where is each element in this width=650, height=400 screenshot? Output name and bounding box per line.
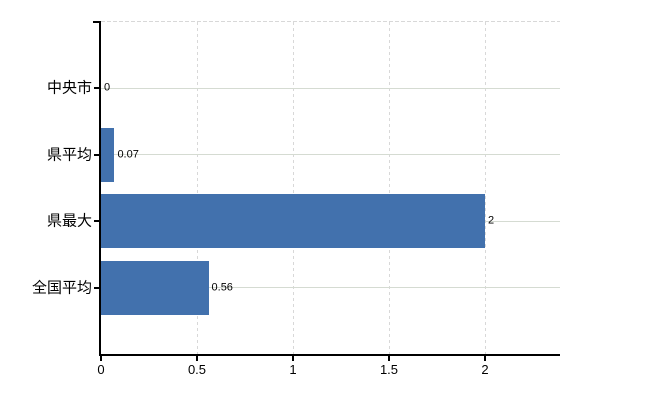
bar-value-label: 2 <box>488 214 495 227</box>
y-axis-top-tick <box>93 21 101 23</box>
x-axis-tick-label: 1 <box>289 362 297 377</box>
plot-top-dashed-border <box>101 21 560 22</box>
horizontal-gridline <box>101 287 560 289</box>
category-label: 県最大 <box>46 212 92 230</box>
bar-県平均 <box>101 127 115 182</box>
bar-全国平均 <box>101 260 209 315</box>
bar-value-label: 0 <box>104 81 111 94</box>
category-label: 県平均 <box>46 146 92 164</box>
bar-value-label: 0.07 <box>117 148 139 161</box>
horizontal-gridline <box>101 87 560 89</box>
category-label: 全国平均 <box>31 279 92 297</box>
x-axis-tick <box>196 356 198 361</box>
y-axis-tick <box>94 220 101 223</box>
vertical-gridline <box>196 22 198 354</box>
bar-value-label: 0.56 <box>211 281 233 294</box>
y-axis-tick <box>94 153 101 156</box>
x-axis-line <box>99 354 560 356</box>
vertical-gridline <box>292 22 294 354</box>
x-axis-tick-label: 1.5 <box>379 362 399 377</box>
x-axis-tick-label: 0 <box>97 362 105 377</box>
y-axis-tick <box>94 286 101 289</box>
bar-県最大 <box>101 194 485 249</box>
x-axis-tick <box>484 356 486 361</box>
vertical-gridline <box>388 22 390 354</box>
vertical-gridline <box>484 22 486 354</box>
y-axis-tick <box>94 87 101 90</box>
category-label: 中央市 <box>46 79 92 97</box>
x-axis-tick-label: 2 <box>481 362 489 377</box>
y-axis-line <box>99 22 101 356</box>
x-axis-tick <box>100 356 102 361</box>
x-axis-tick <box>388 356 390 361</box>
horizontal-gridline <box>101 154 560 156</box>
x-axis-tick <box>292 356 294 361</box>
x-axis-tick-label: 0.5 <box>187 362 207 377</box>
